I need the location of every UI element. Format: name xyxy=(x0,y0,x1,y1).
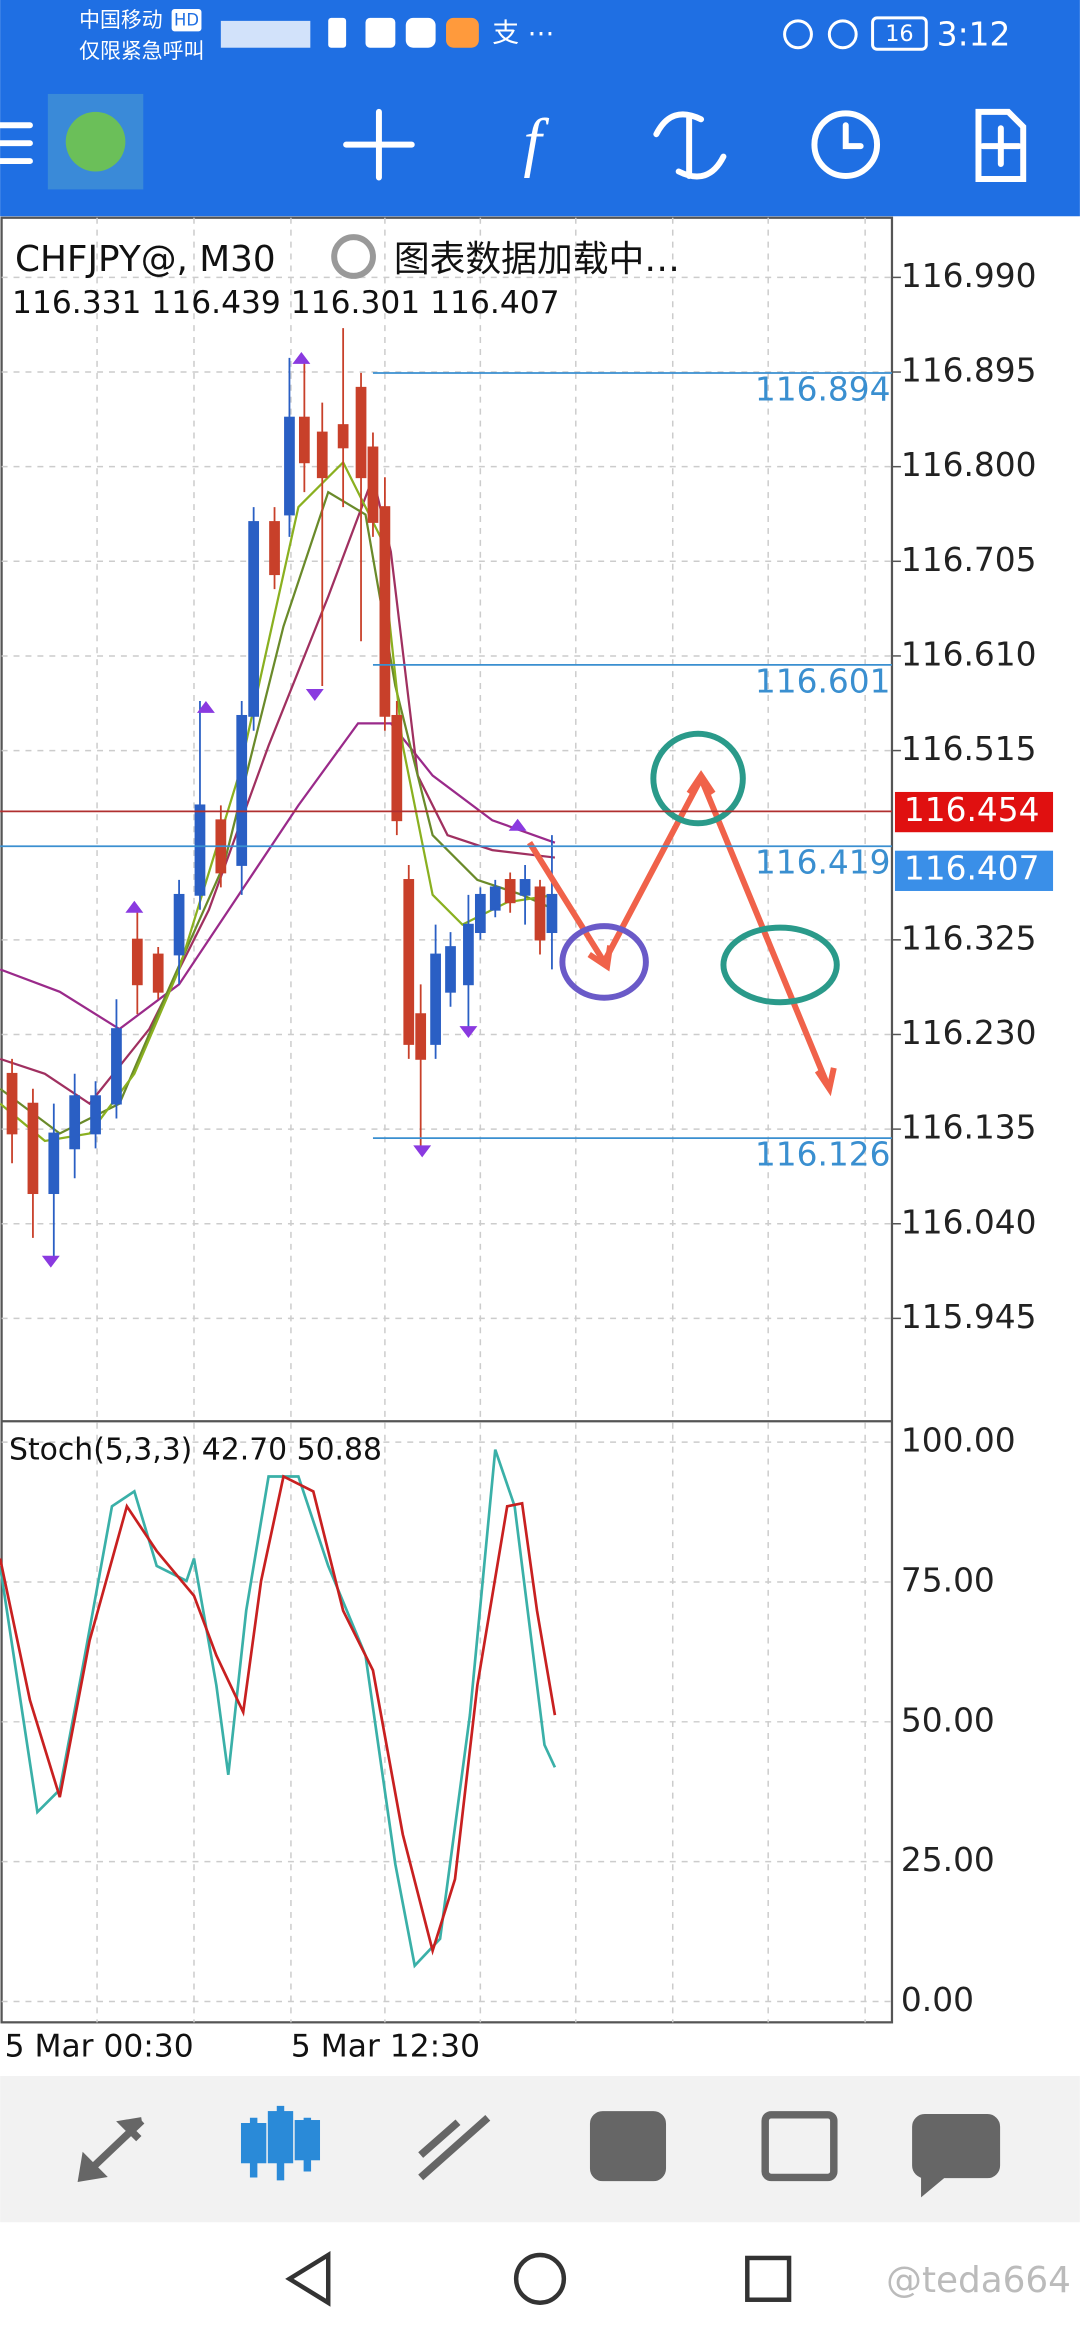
network-status: 仅限紧急呼叫 xyxy=(79,39,204,63)
ohlc: 116.331 116.439 116.301 116.407 xyxy=(12,285,560,321)
x-label: 5 Mar 12:30 xyxy=(291,2029,480,2065)
symbol: CHFJPY@, M30 xyxy=(15,239,276,280)
carrier: 中国移动 xyxy=(79,8,162,32)
bid-label: 116.454 xyxy=(904,791,1040,829)
watermark: @teda664 xyxy=(886,2260,1071,2301)
indicator-label: Stoch(5,3,3) 42.70 50.88 xyxy=(9,1433,382,1468)
y-tick-label: 75.00 xyxy=(901,1561,995,1599)
system-nav[interactable] xyxy=(285,2250,792,2307)
y-tick-label: 116.040 xyxy=(901,1203,1037,1241)
level-label: 116.601 xyxy=(755,662,891,700)
y-tick-label: 116.325 xyxy=(901,919,1037,957)
y-tick-label: 116.895 xyxy=(901,352,1037,390)
loading-text: 图表数据加载中… xyxy=(394,239,680,280)
moving-averages xyxy=(0,460,556,1143)
chart-frame xyxy=(0,216,894,2024)
y-tick-label: 50.00 xyxy=(901,1701,995,1739)
y-tick-label: 25.00 xyxy=(901,1841,995,1879)
level-label: 116.419 xyxy=(755,844,891,882)
x-label: 5 Mar 00:30 xyxy=(5,2029,194,2065)
y-tick-label: 116.230 xyxy=(901,1014,1037,1052)
y-tick-label: 100.00 xyxy=(901,1422,1016,1460)
clock: 3:12 xyxy=(937,15,1011,53)
level-label: 116.894 xyxy=(755,370,891,408)
hd-badge: HD xyxy=(174,10,199,29)
toolbar[interactable]: f xyxy=(0,93,1027,190)
y-tick-label: 116.800 xyxy=(901,446,1037,484)
y-tick-label: 116.135 xyxy=(901,1109,1037,1147)
y-tick-label: 0.00 xyxy=(901,1981,974,2019)
y-tick-label: 116.705 xyxy=(901,541,1037,579)
hd-badge-bg xyxy=(171,8,202,32)
annotations xyxy=(527,730,840,1097)
level-label: 116.126 xyxy=(755,1135,891,1173)
y-tick-label: 116.610 xyxy=(901,635,1037,673)
y-tick-label: 116.515 xyxy=(901,730,1037,768)
battery-level: 16 xyxy=(885,21,913,47)
y-tick-label: 115.945 xyxy=(901,1298,1037,1336)
stochastic-lines xyxy=(0,1449,557,1969)
y-tick-label: 116.990 xyxy=(901,257,1037,295)
nav-icons[interactable] xyxy=(77,2105,1001,2198)
svg-text:支 ⋯: 支 ⋯ xyxy=(492,18,554,49)
candles xyxy=(6,328,558,1261)
loading-spinner xyxy=(331,234,376,279)
last-label: 116.407 xyxy=(904,850,1040,888)
last-box xyxy=(894,850,1054,891)
header xyxy=(0,0,1080,217)
bottom-nav xyxy=(0,2076,1080,2223)
bid-box xyxy=(894,791,1054,833)
status-icons: 支 ⋯ xyxy=(220,16,928,51)
